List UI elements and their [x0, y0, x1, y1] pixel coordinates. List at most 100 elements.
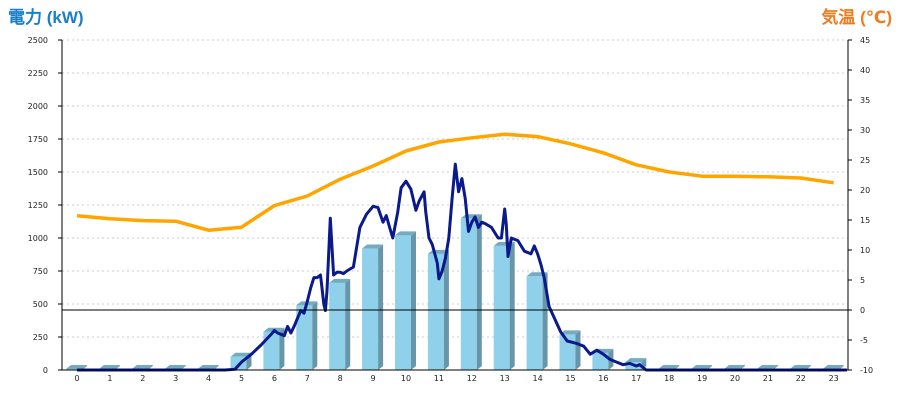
power-bar [493, 241, 515, 370]
power-bar-front [460, 218, 477, 370]
power-bar [460, 214, 482, 370]
power-bar-top [691, 364, 713, 369]
x-tick-label: 6 [272, 374, 277, 383]
power-bar-top [329, 278, 351, 283]
power-axis-ticks: 0 250 500 750 1000 1250 1500 1750 2000 2250 2500 [28, 36, 62, 375]
power-bar-top [789, 364, 811, 369]
power-bar-front [329, 282, 346, 370]
y-right-tick-label: 25 [860, 156, 870, 165]
y-right-tick-label: 30 [860, 126, 870, 135]
y-left-tick-label: 1500 [28, 168, 48, 177]
power-bar [329, 278, 351, 370]
power-bar-top [131, 364, 153, 369]
y-right-tick-label: 10 [860, 246, 870, 255]
x-tick-label: 20 [730, 374, 740, 383]
x-tick-label: 22 [796, 374, 806, 383]
y-right-tick-label: 15 [860, 216, 870, 225]
y-left-tick-label: 2500 [28, 36, 48, 45]
axes [61, 40, 849, 371]
y-right-tick-label: -5 [860, 336, 868, 345]
x-tick-label: 13 [500, 374, 510, 383]
x-tick-label: 10 [401, 374, 411, 383]
y-left-tick-label: 2250 [28, 69, 48, 78]
y-left-tick-label: 1250 [28, 201, 48, 210]
power-bar-side [279, 327, 285, 370]
x-tick-label: 4 [206, 374, 211, 383]
power-bar-side [378, 244, 384, 370]
x-tick-label: 0 [74, 374, 79, 383]
power-bar [395, 231, 416, 370]
x-tick-label: 17 [631, 374, 641, 383]
x-tick-label: 19 [697, 374, 707, 383]
x-tick-label: 11 [434, 374, 444, 383]
x-tick-label: 23 [829, 374, 839, 383]
power-bar-top [395, 231, 416, 236]
power-bar-front [526, 276, 543, 370]
power-bar-side [411, 231, 416, 370]
power-bar-top [822, 364, 844, 369]
y-left-tick-label: 1750 [28, 135, 48, 144]
power-bar-side [345, 278, 351, 370]
gridlines [62, 39, 848, 338]
y-right-tick-label: 40 [860, 66, 870, 75]
power-bar-top [724, 364, 745, 369]
temperature-line [76, 132, 834, 232]
power-bar-top [625, 358, 647, 363]
hour-axis-ticks: 0 1 2 3 4 5 6 7 8 9 10 11 12 13 14 15 16 17 18 19 20 21 22 23 [74, 374, 838, 383]
x-tick-label: 15 [565, 374, 575, 383]
temperature-axis-ticks: -10 -5 0 5 10 15 20 25 30 35 40 45 [848, 36, 873, 375]
y-right-tick-label: 5 [860, 276, 865, 285]
power-bar [263, 327, 285, 370]
power-axis-title: 電力 (kW) [8, 7, 84, 27]
power-line [77, 162, 847, 372]
y-right-tick-label: 35 [860, 96, 870, 105]
power-bar-top [197, 364, 219, 369]
power-bar-top [66, 364, 87, 369]
power-bar-top [164, 364, 186, 369]
x-tick-label: 9 [371, 374, 376, 383]
power-bar-top [658, 364, 680, 369]
x-tick-label: 8 [338, 374, 343, 383]
power-bar-top [559, 330, 581, 335]
power-bar-front [296, 305, 313, 370]
power-bar-side [509, 241, 515, 370]
y-right-tick-label: -10 [860, 366, 873, 375]
power-bar-front [427, 253, 444, 370]
x-tick-label: 18 [664, 374, 674, 383]
power-bar [296, 301, 318, 370]
temperature-axis-title: 気温 (℃) [820, 7, 892, 27]
power-bar-top [756, 364, 778, 369]
power-bars [66, 214, 844, 370]
y-left-tick-label: 2000 [28, 102, 48, 111]
y-right-tick-label: 45 [860, 36, 870, 45]
power-bar-front [592, 352, 609, 370]
y-left-tick-label: 750 [33, 267, 48, 276]
power-bar-side [312, 301, 318, 370]
power-bar-side [575, 330, 581, 370]
series-lines [76, 132, 847, 372]
x-tick-label: 21 [763, 374, 773, 383]
x-tick-label: 1 [107, 374, 112, 383]
y-left-tick-label: 0 [43, 366, 48, 375]
x-tick-label: 3 [173, 374, 178, 383]
y-right-tick-label: 20 [860, 186, 870, 195]
x-tick-label: 16 [598, 374, 608, 383]
power-bar-side [476, 214, 482, 370]
power-bar-front [493, 245, 510, 370]
y-right-tick-label: 0 [860, 306, 865, 315]
power-bar-front [263, 331, 280, 370]
x-tick-label: 14 [533, 374, 543, 383]
power-bar-top [230, 352, 252, 357]
y-left-tick-label: 500 [33, 300, 48, 309]
power-bar-front [66, 368, 82, 370]
x-tick-label: 5 [239, 374, 244, 383]
x-tick-label: 2 [140, 374, 145, 383]
power-bar-front [395, 235, 411, 370]
y-left-tick-label: 1000 [28, 234, 48, 243]
y-left-tick-label: 250 [33, 333, 48, 342]
power-bar-top [362, 244, 384, 249]
x-tick-label: 7 [305, 374, 310, 383]
power-bar [362, 244, 384, 370]
power-bar-top [98, 364, 120, 369]
